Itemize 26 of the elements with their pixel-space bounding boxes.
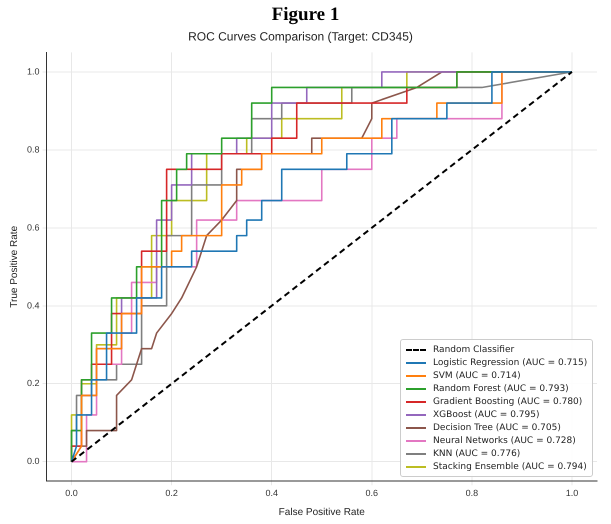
x-tick-label: 0.2	[165, 488, 178, 498]
x-tick-label: 0.4	[265, 488, 278, 498]
legend-label: Neural Networks (AUC = 0.728)	[433, 436, 576, 446]
x-tick-label: 0.8	[466, 488, 478, 498]
chart-subtitle: ROC Curves Comparison (Target: CD345)	[188, 30, 413, 44]
y-tick-label: 0.8	[26, 144, 40, 154]
legend-label: Decision Tree (AUC = 0.705)	[433, 422, 561, 433]
x-axis-title: False Positive Rate	[278, 506, 366, 518]
y-tick-label: 0.6	[26, 222, 40, 232]
legend-label: Gradient Boosting (AUC = 0.780)	[433, 396, 582, 407]
y-axis-title: True Positive Rate	[8, 225, 20, 308]
y-tick-label: 1.0	[26, 66, 40, 76]
legend-label: Random Classifier	[433, 344, 514, 355]
x-tick-label: 0.6	[366, 488, 378, 498]
x-tick-label: 0.0	[65, 488, 78, 498]
legend-label: XGBoost (AUC = 0.795)	[433, 410, 540, 420]
legend-label: Stacking Ensemble (AUC = 0.794)	[433, 462, 587, 472]
y-tick-label: 0.4	[26, 300, 40, 310]
y-tick-label: 0.2	[26, 378, 40, 388]
legend-label: Random Forest (AUC = 0.793)	[433, 384, 569, 394]
legend-label: KNN (AUC = 0.776)	[433, 448, 520, 459]
y-tick-label: 0.0	[26, 456, 40, 466]
x-tick-label: 1.0	[566, 488, 578, 498]
legend-label: SVM (AUC = 0.714)	[433, 370, 521, 381]
legend-label: Logistic Regression (AUC = 0.715)	[433, 358, 588, 368]
chart-title: Figure 1	[270, 3, 340, 27]
